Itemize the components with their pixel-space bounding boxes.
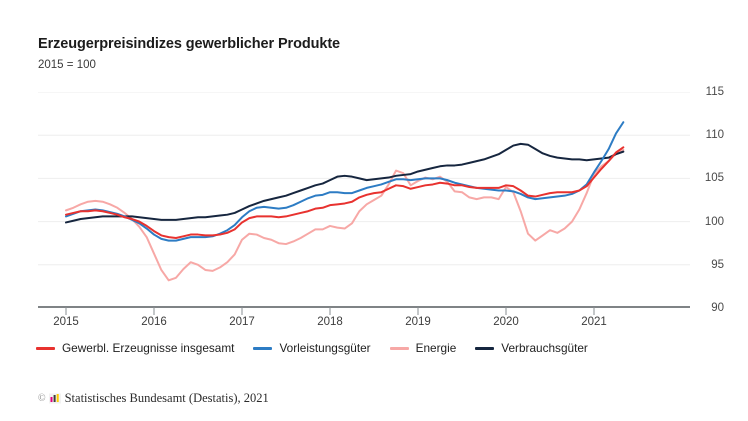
y-axis-tick-label: 105 bbox=[704, 172, 724, 185]
footer-text: Statistisches Bundesamt (Destatis), 2021 bbox=[64, 391, 269, 405]
page-subtitle: 2015 = 100 bbox=[38, 59, 96, 71]
line-chart bbox=[38, 92, 690, 282]
legend-label: Gewerbl. Erzeugnisse insgesamt bbox=[62, 341, 235, 355]
legend-label: Energie bbox=[415, 341, 457, 355]
series-line bbox=[65, 142, 625, 224]
x-axis-labels: 2015 2016 2017 2018 2019 2020 2021 bbox=[38, 316, 690, 336]
y-axis-tick-label: 90 bbox=[711, 302, 724, 314]
y-axis-tick-label: 110 bbox=[705, 129, 724, 142]
series-line bbox=[65, 146, 625, 240]
series-line bbox=[65, 121, 625, 242]
legend-color-swatch bbox=[36, 346, 55, 350]
legend-color-swatch bbox=[253, 346, 273, 350]
chart-legend: Gewerbl. Erzeugnisse insgesamt Vorleistun… bbox=[36, 341, 607, 355]
x-axis-tick-label: 2021 bbox=[581, 316, 607, 328]
legend-item[interactable]: Vorleistungsgüter bbox=[253, 341, 371, 355]
x-axis-tick-label: 2018 bbox=[317, 316, 343, 328]
legend-label: Verbrauchsgüter bbox=[501, 341, 588, 355]
x-axis-tick-label: 2020 bbox=[493, 316, 519, 328]
legend-color-swatch bbox=[475, 346, 495, 350]
page-title: Erzeugerpreisindizes gewerblicher Produk… bbox=[38, 36, 341, 52]
x-axis-line bbox=[38, 306, 690, 315]
copyright-icon: © bbox=[38, 393, 46, 404]
x-axis-tick-label: 2015 bbox=[53, 316, 79, 328]
bar-chart-logo-icon bbox=[48, 393, 61, 404]
y-axis-tick-label: 100 bbox=[704, 215, 724, 228]
footer: © Statistisches Bundesamt (Destatis), 20… bbox=[38, 391, 269, 406]
y-axis-labels: 90 95 100 105 110 115 bbox=[694, 82, 738, 318]
legend-item[interactable]: Verbrauchsgüter bbox=[475, 341, 588, 355]
x-axis-tick-label: 2019 bbox=[405, 316, 431, 328]
x-axis-tick-label: 2016 bbox=[141, 316, 167, 328]
legend-item[interactable]: Energie bbox=[389, 341, 457, 355]
legend-item[interactable]: Gewerbl. Erzeugnisse insgesamt bbox=[36, 341, 234, 355]
legend-label: Vorleistungsgüter bbox=[279, 341, 371, 355]
series-line bbox=[65, 148, 625, 282]
legend-color-swatch bbox=[389, 346, 409, 350]
x-axis-tick-label: 2017 bbox=[229, 316, 255, 328]
y-axis-tick-label: 95 bbox=[711, 258, 724, 271]
plot-area bbox=[38, 92, 690, 308]
y-axis-tick-label: 115 bbox=[705, 86, 724, 98]
